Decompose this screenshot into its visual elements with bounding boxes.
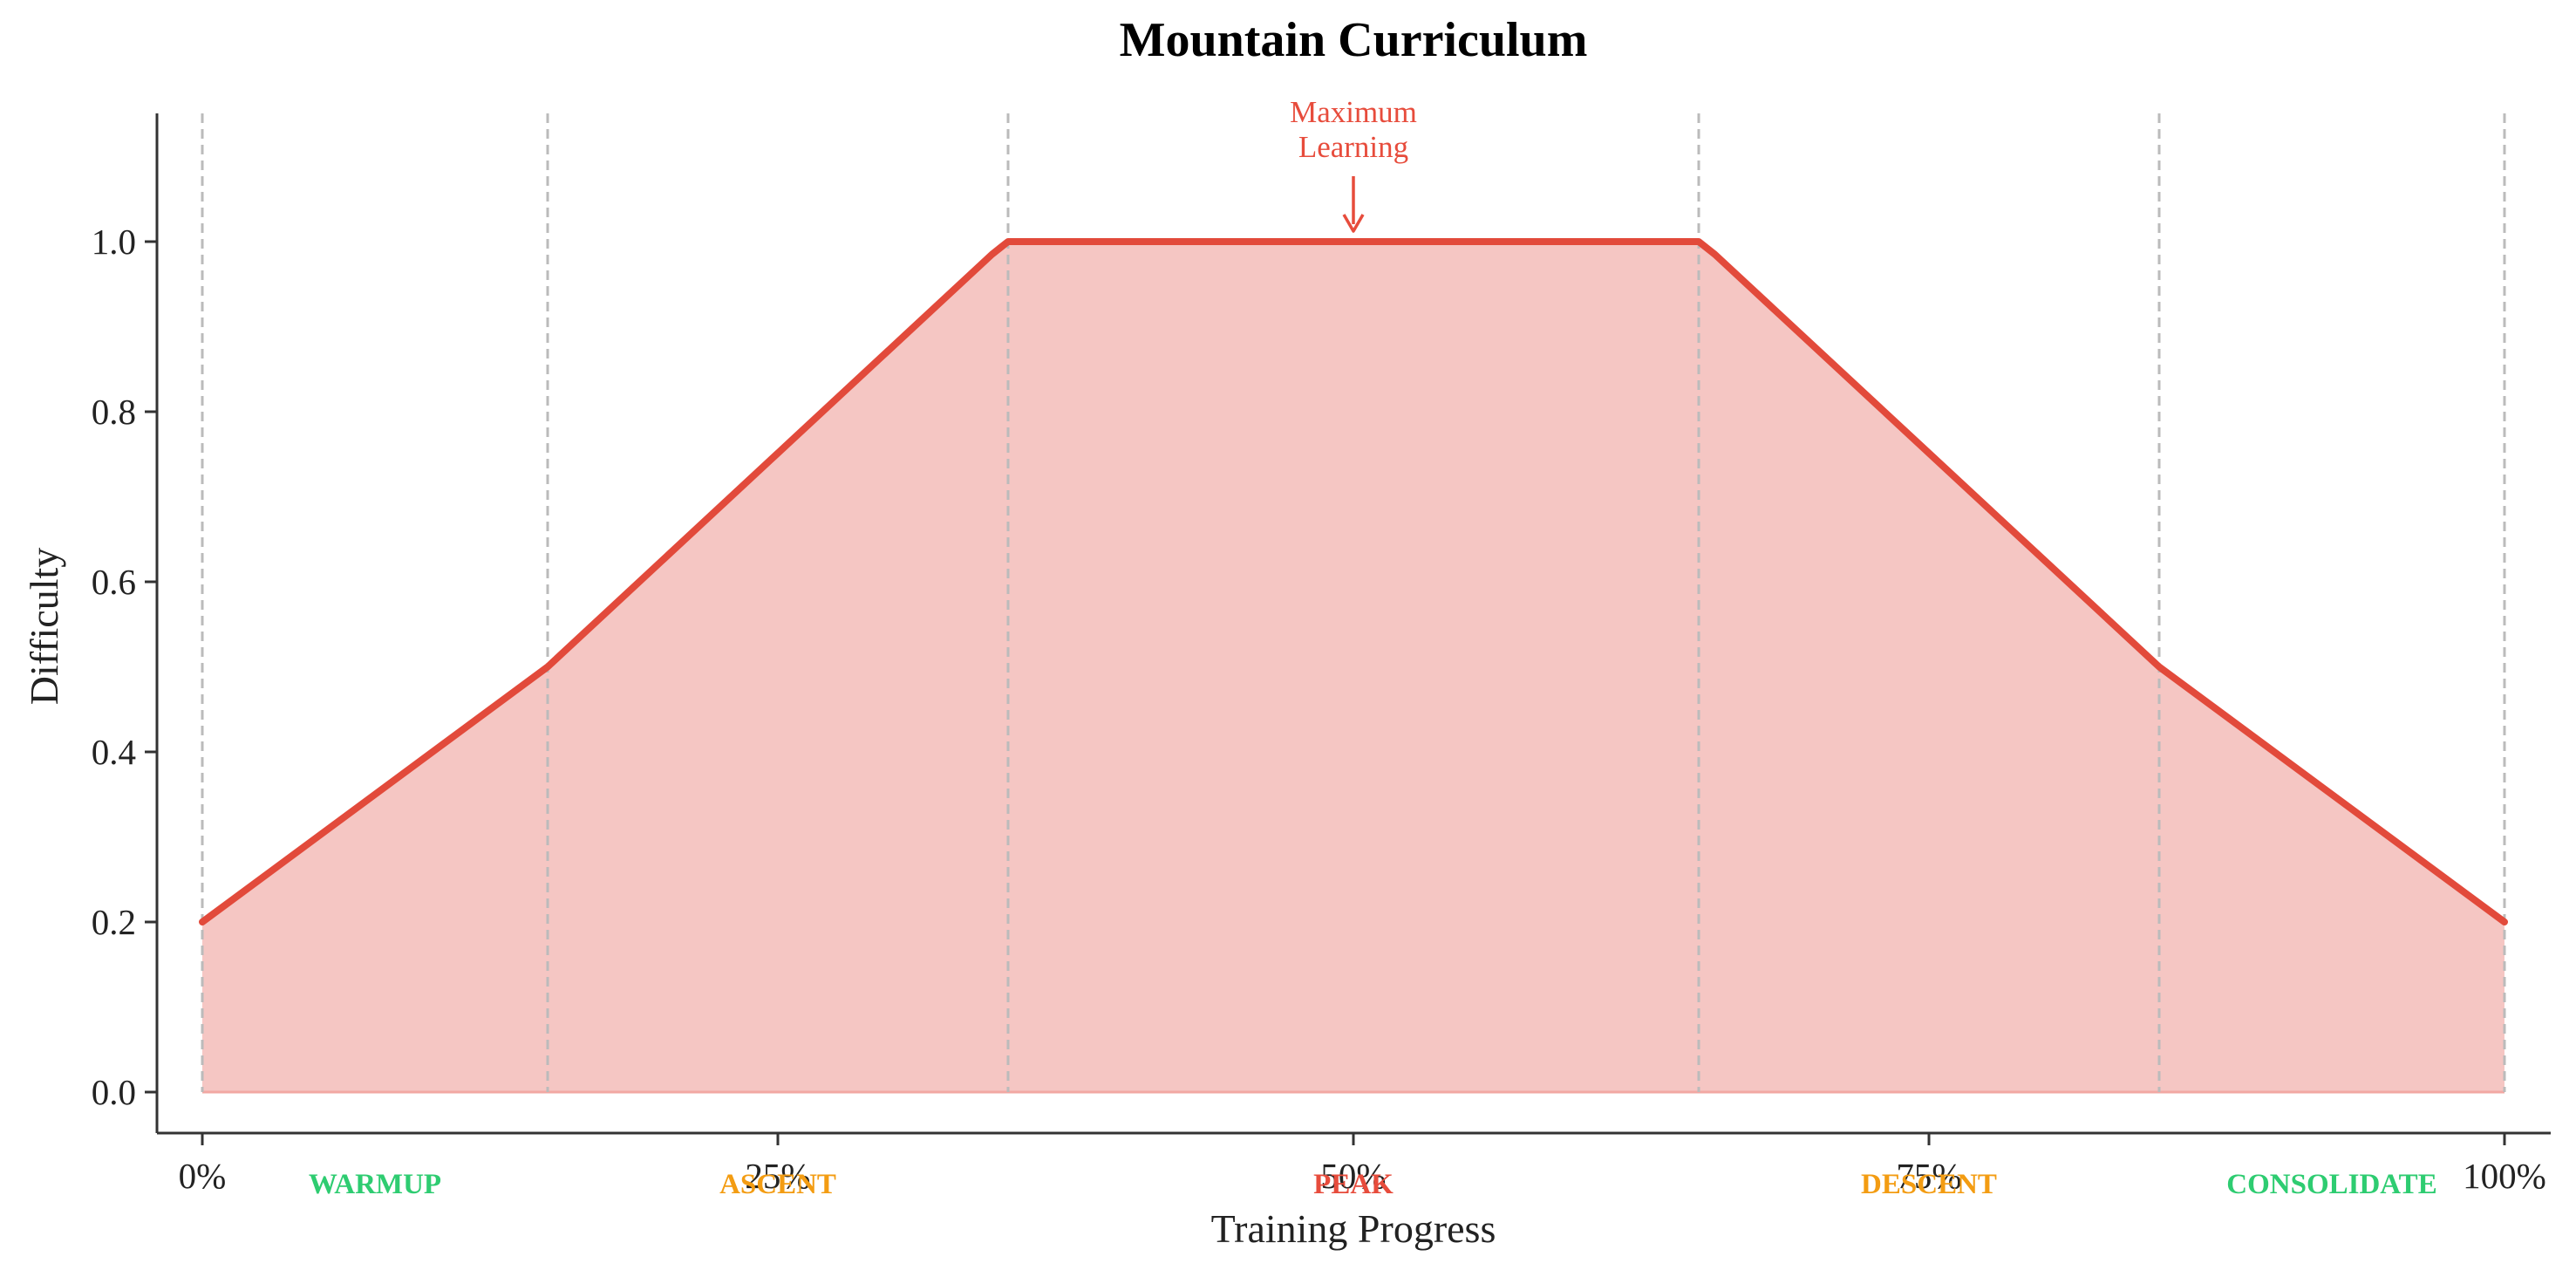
y-tick-label: 0.8 bbox=[92, 392, 136, 432]
annotation-text-line: Learning bbox=[1298, 130, 1408, 164]
y-tick-label: 0.0 bbox=[92, 1072, 136, 1112]
plot-area: 0.0 0.2 0.4 0.6 0.8 1.0 0% 25% 50% 75% 100% WARMUP A… bbox=[92, 95, 2551, 1200]
phase-label-warmup: WARMUP bbox=[309, 1169, 441, 1200]
y-axis-label: Difficulty bbox=[22, 548, 66, 706]
phase-label-consolidate: CONSOLIDATE bbox=[2226, 1169, 2436, 1200]
y-tick-label: 1.0 bbox=[92, 222, 136, 262]
y-tick-label: 0.6 bbox=[92, 562, 136, 602]
difficulty-line bbox=[199, 238, 2508, 925]
x-axis-label: Training Progress bbox=[1211, 1206, 1496, 1251]
y-tick-label: 0.4 bbox=[92, 732, 136, 772]
y-tick-label: 0.2 bbox=[92, 902, 136, 942]
x-tick-label: 100% bbox=[2463, 1156, 2546, 1196]
x-tick-label: 25% bbox=[745, 1156, 810, 1196]
phase-label-descent: DESCENT bbox=[1861, 1169, 1997, 1200]
annotation-text-line: Maximum bbox=[1290, 95, 1417, 129]
x-tick-label: 50% bbox=[1320, 1156, 1386, 1196]
chart-title: Mountain Curriculum bbox=[1120, 13, 1588, 67]
x-tick-label: 75% bbox=[1896, 1156, 1961, 1196]
annotation-arrow-head bbox=[1342, 214, 1365, 233]
phase-label-ascent: ASCENT bbox=[719, 1169, 836, 1200]
phase-label-peak: PEAK bbox=[1313, 1169, 1394, 1200]
x-tick-label: 0% bbox=[179, 1156, 227, 1196]
